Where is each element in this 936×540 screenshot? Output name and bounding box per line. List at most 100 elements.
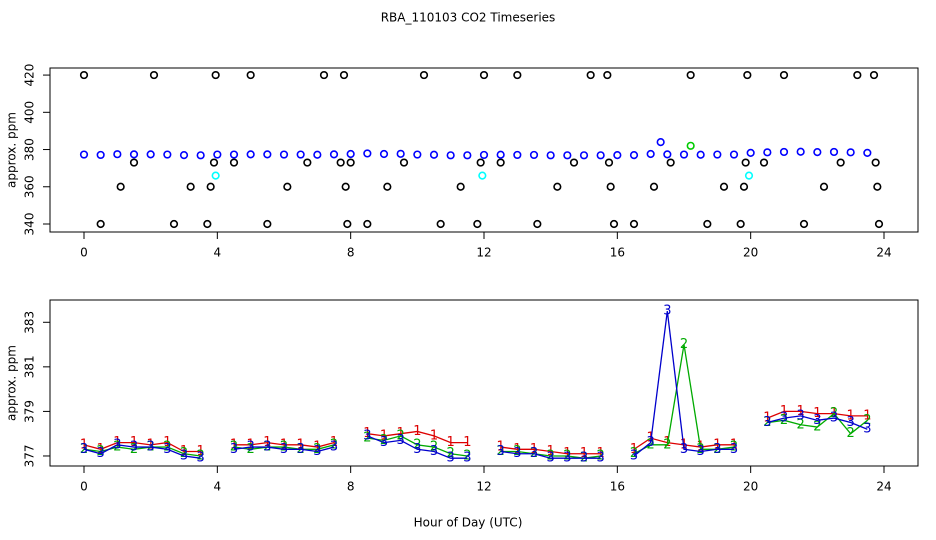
point-marker: 2 [697, 442, 705, 457]
point [283, 182, 292, 191]
point [229, 158, 239, 167]
point-marker: 1 [130, 435, 138, 450]
point [779, 147, 789, 157]
chart-title: RBA_110103 CO2 Timeseries [381, 11, 556, 25]
point-marker: 1 [497, 440, 505, 455]
point [399, 158, 409, 167]
point [696, 150, 705, 159]
point-marker: 1 [363, 426, 371, 441]
point [629, 219, 639, 229]
series-line [633, 311, 734, 457]
point [79, 70, 89, 80]
point-marker: 2 [563, 448, 571, 463]
y-tick-label: 383 [23, 311, 37, 334]
x-tick-label: 24 [876, 480, 891, 494]
point [646, 149, 655, 159]
point [719, 182, 729, 191]
point [836, 158, 845, 167]
point-marker: 1 [97, 442, 105, 457]
x-tick-label: 4 [214, 480, 222, 494]
point [846, 148, 855, 157]
point [343, 219, 352, 229]
point [479, 70, 489, 80]
point-marker: 3 [730, 442, 738, 457]
point-marker: 1 [263, 435, 271, 450]
point-marker: 3 [297, 442, 305, 457]
point [203, 219, 212, 229]
point-marker: 2 [163, 440, 171, 455]
point [303, 158, 312, 167]
point [533, 219, 542, 229]
point [206, 182, 215, 191]
point-marker: 1 [80, 437, 88, 452]
point-marker: 1 [447, 435, 455, 450]
point-marker: 3 [563, 451, 571, 466]
y-tick-label: 381 [23, 355, 37, 378]
point-marker: 1 [730, 437, 738, 452]
x-tick-label: 8 [347, 480, 355, 494]
point [546, 151, 555, 160]
point [656, 137, 665, 147]
point-marker: 3 [813, 413, 821, 428]
point [169, 219, 179, 229]
point [586, 70, 595, 80]
point [336, 158, 345, 167]
x-tick-label: 8 [347, 246, 355, 260]
point-marker: 1 [247, 437, 255, 452]
point-marker: 3 [513, 446, 521, 461]
series-line [367, 430, 468, 444]
point [799, 219, 809, 229]
point [476, 158, 485, 167]
point [211, 171, 220, 180]
y-tick-label: 340 [23, 213, 37, 236]
point [579, 151, 589, 160]
point-marker: 3 [197, 451, 205, 466]
x-tick-label: 12 [476, 480, 491, 494]
point-marker: 3 [113, 437, 121, 452]
point-marker: 2 [647, 437, 655, 452]
point-marker: 3 [530, 446, 538, 461]
point [419, 70, 429, 80]
point-marker: 1 [597, 446, 605, 461]
point [129, 158, 139, 167]
point [569, 158, 579, 167]
point [874, 219, 884, 229]
y-tick-label: 420 [23, 64, 37, 87]
point-marker: 2 [180, 446, 188, 461]
point [129, 150, 139, 159]
point [279, 150, 289, 159]
y-tick-label: 400 [23, 101, 37, 124]
point [339, 70, 349, 80]
x-tick-label: 0 [80, 480, 88, 494]
x-tick-label: 20 [743, 480, 758, 494]
point-marker: 2 [663, 437, 671, 452]
x-tick-label: 20 [743, 246, 758, 260]
point [666, 158, 675, 167]
point [796, 147, 805, 156]
series-line [367, 435, 468, 457]
point [163, 150, 172, 159]
point-marker: 3 [713, 442, 721, 457]
point [529, 150, 539, 160]
point-marker: 3 [547, 451, 555, 466]
point-marker: 1 [113, 435, 121, 450]
point [871, 158, 880, 167]
series-line [367, 435, 468, 459]
point-marker: 3 [230, 442, 238, 457]
point [741, 158, 750, 167]
point-marker: 1 [163, 435, 171, 450]
x-tick-label: 24 [876, 246, 891, 260]
point-marker: 3 [797, 408, 805, 423]
point [829, 147, 839, 157]
point [456, 182, 465, 191]
point-marker: 3 [97, 446, 105, 461]
point [209, 158, 219, 167]
point-marker: 1 [397, 426, 405, 441]
point-marker: 2 [780, 413, 788, 428]
y-tick-label: 360 [23, 175, 37, 198]
point-marker: 3 [397, 433, 405, 448]
point-marker: 3 [830, 411, 838, 426]
point [116, 182, 125, 191]
point-marker: 1 [463, 435, 471, 450]
point-marker: 3 [863, 422, 871, 437]
